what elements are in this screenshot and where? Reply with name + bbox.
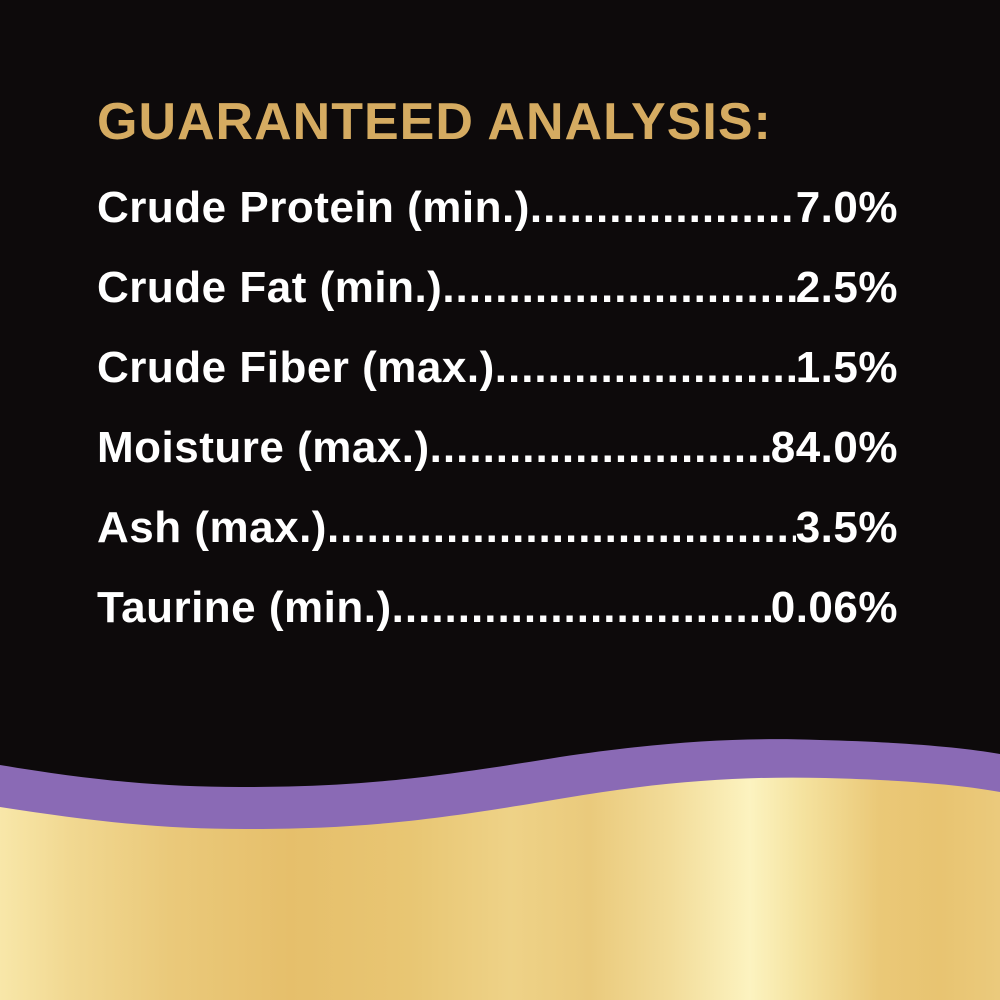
analysis-table: Crude Protein (min.) ...................… <box>97 168 898 648</box>
analysis-row-crude-fiber: Crude Fiber (max.) .....................… <box>97 328 898 408</box>
guaranteed-analysis-title: GUARANTEED ANALYSIS: <box>97 93 772 151</box>
dot-leader: ........................................… <box>391 583 771 632</box>
nutrient-value: 7.0% <box>795 183 898 232</box>
nutrient-label: Crude Fiber (max.) <box>97 343 495 392</box>
nutrient-value: 0.06% <box>770 583 898 632</box>
nutrient-label: Crude Protein (min.) <box>97 183 530 232</box>
gold-wave <box>0 777 1000 1000</box>
analysis-row-ash: Ash (max.) .............................… <box>97 488 898 568</box>
nutrient-value: 2.5% <box>795 263 898 312</box>
dot-leader: ........................................… <box>494 343 796 392</box>
nutrient-label: Moisture (max.) <box>97 423 430 472</box>
nutrient-label: Ash (max.) <box>97 503 327 552</box>
analysis-row-crude-protein: Crude Protein (min.) ...................… <box>97 168 898 248</box>
nutrient-value: 3.5% <box>795 503 898 552</box>
dot-leader: ........................................… <box>326 503 796 552</box>
nutrient-label: Taurine (min.) <box>97 583 392 632</box>
analysis-row-crude-fat: Crude Fat (min.) .......................… <box>97 248 898 328</box>
nutrient-value: 1.5% <box>795 343 898 392</box>
analysis-row-taurine: Taurine (min.) .........................… <box>97 568 898 648</box>
purple-wave <box>0 739 1000 1000</box>
nutrient-value: 84.0% <box>770 423 898 472</box>
dot-leader: ........................................… <box>442 263 795 312</box>
dot-leader: ........................................… <box>529 183 796 232</box>
analysis-row-moisture: Moisture (max.) ........................… <box>97 408 898 488</box>
nutrient-label: Crude Fat (min.) <box>97 263 443 312</box>
dot-leader: ........................................… <box>429 423 771 472</box>
